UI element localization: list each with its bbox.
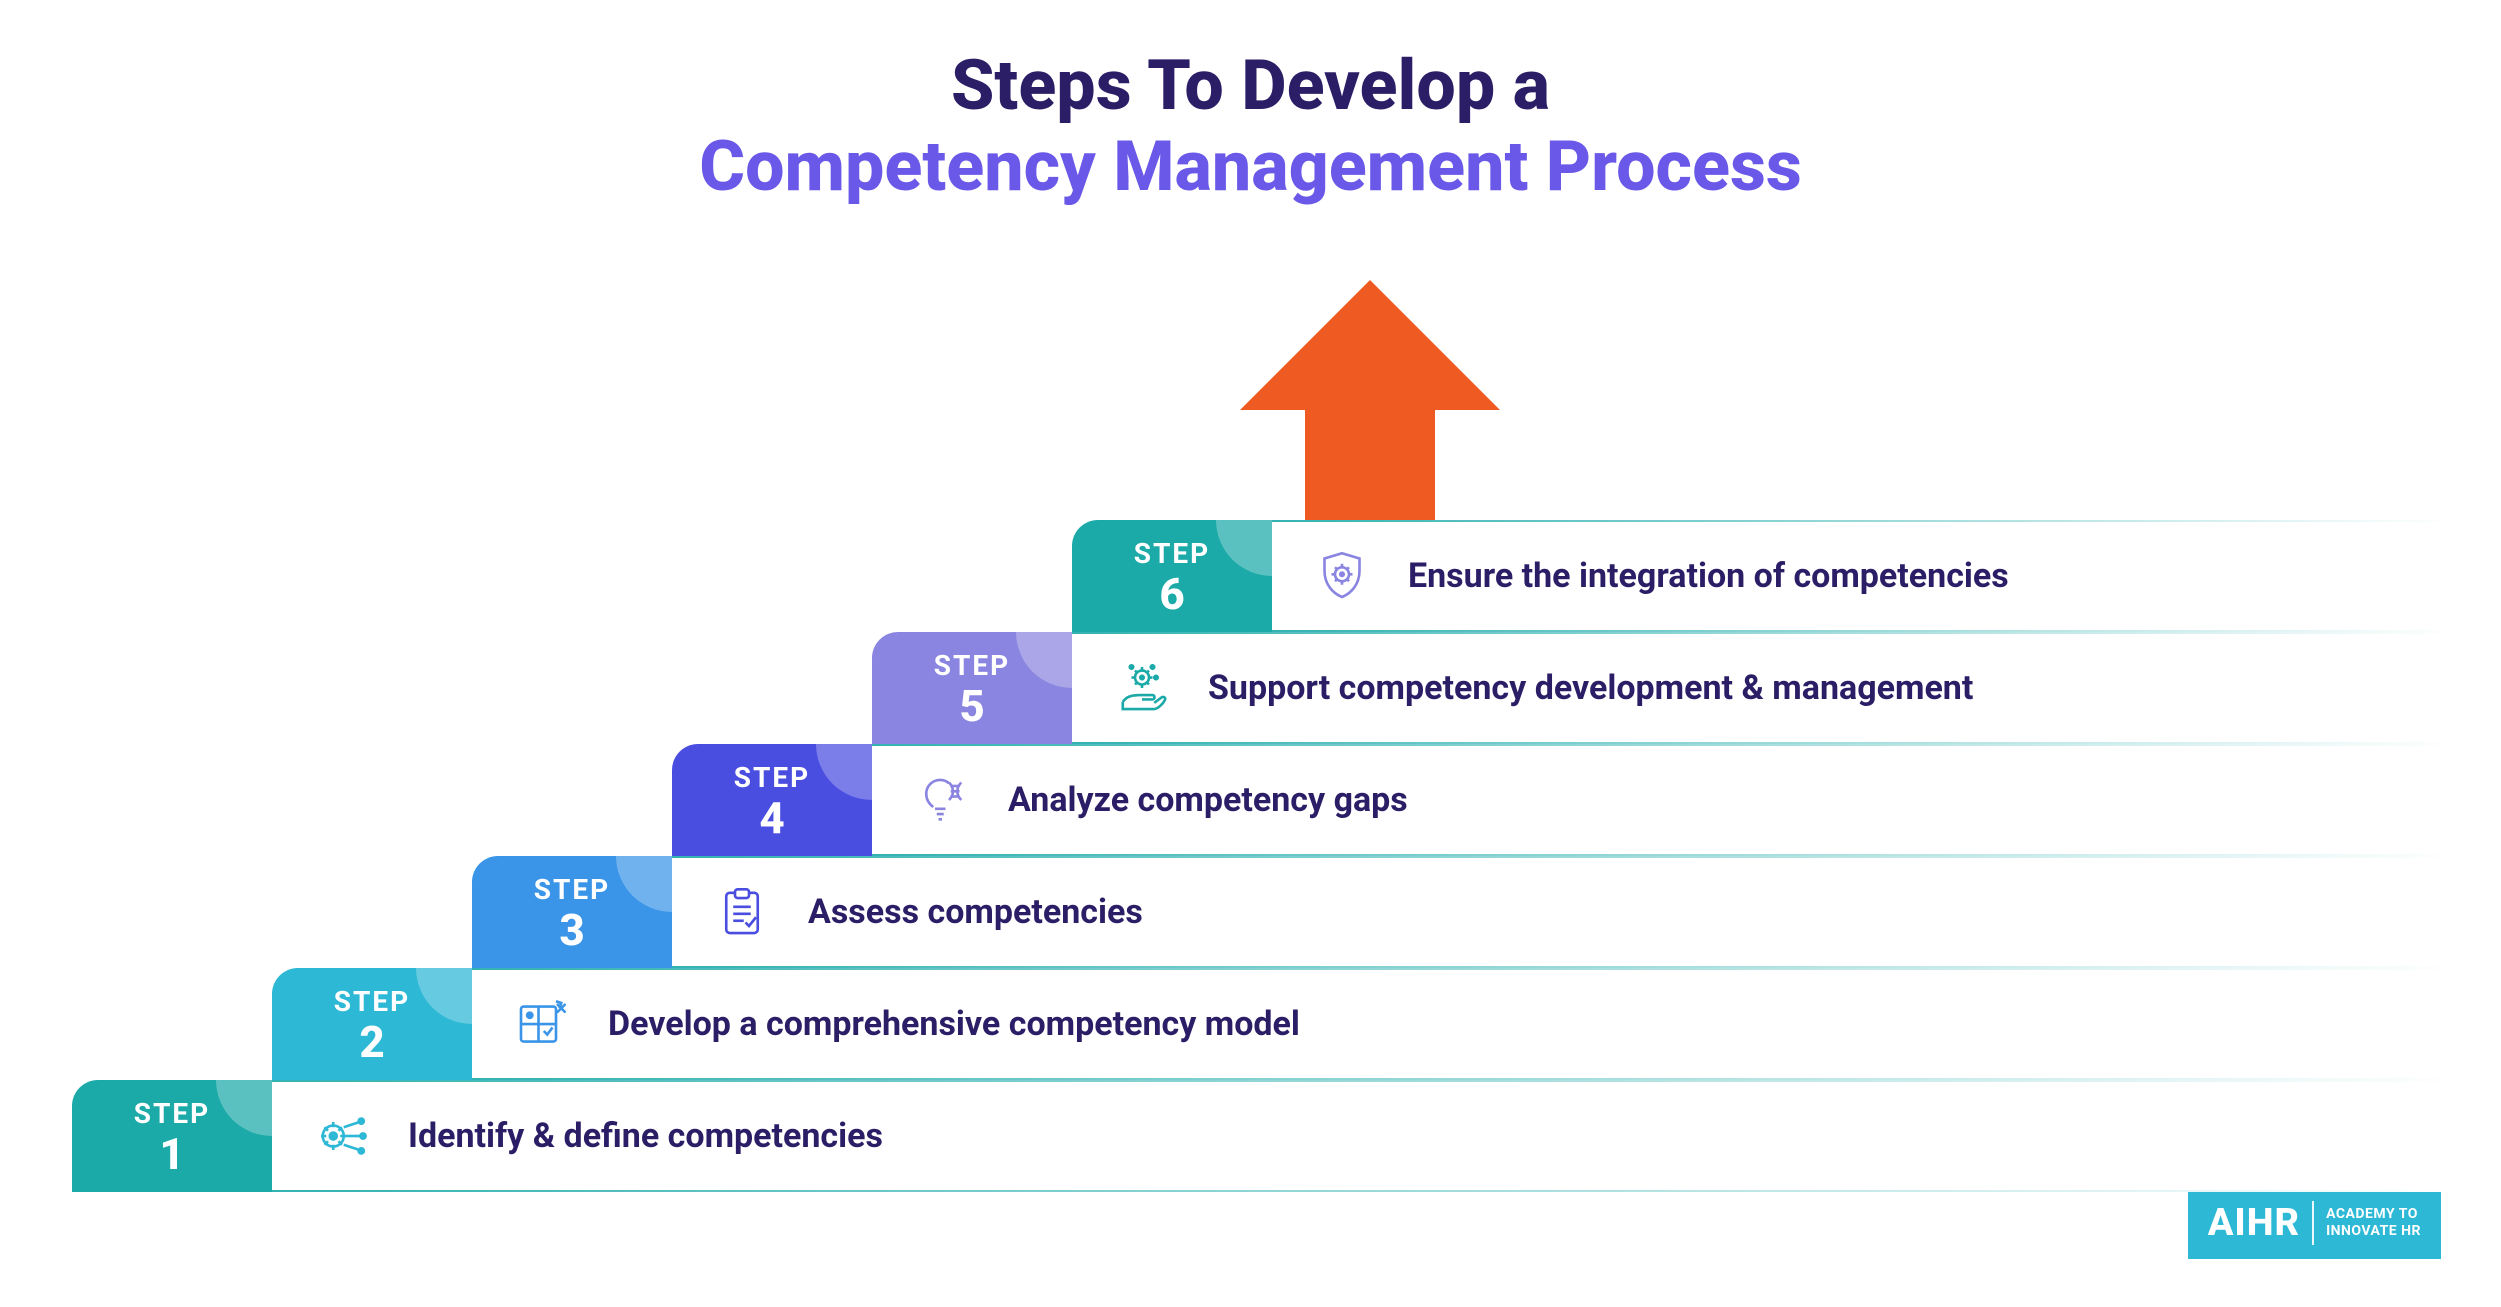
step-badge-5: STEP 5	[872, 632, 1072, 744]
step-body-2: Develop a comprehensive competency model	[472, 968, 2452, 1080]
step-row-3: STEP 3 Assess competencies	[472, 856, 2452, 968]
step-label: Analyze competency gaps	[1008, 780, 1408, 820]
step-row-5: STEP 5 Support competency development & …	[872, 632, 2452, 744]
title-line2: Competency Management Process	[0, 127, 2501, 208]
step-body-5: Support competency development & managem…	[1072, 632, 2452, 744]
step-label: Assess competencies	[808, 892, 1143, 932]
logo-sub-text: ACADEMY TO INNOVATE HR	[2326, 1206, 2421, 1240]
step-word: STEP	[134, 1097, 210, 1130]
clipboard-check-icon	[712, 882, 772, 942]
step-number: 1	[159, 1132, 184, 1176]
up-arrow-icon	[1240, 280, 1500, 534]
staircase: STEP 6 Ensure the integration of compete…	[72, 520, 2452, 1192]
step-number: 3	[559, 908, 584, 952]
step-badge-3: STEP 3	[472, 856, 672, 968]
step-body-4: Analyze competency gaps	[872, 744, 2452, 856]
badge-curl-icon	[816, 744, 872, 800]
aihr-logo: AIHR ACADEMY TO INNOVATE HR	[2188, 1187, 2441, 1259]
step-row-6: STEP 6 Ensure the integration of compete…	[1072, 520, 2452, 632]
step-label: Develop a comprehensive competency model	[608, 1004, 1300, 1044]
step-number: 2	[359, 1020, 384, 1064]
step-badge-6: STEP 6	[1072, 520, 1272, 632]
step-badge-1: STEP 1	[72, 1080, 272, 1192]
step-word: STEP	[734, 761, 810, 794]
step-label: Identify & define competencies	[408, 1116, 883, 1156]
step-body-6: Ensure the integration of competencies	[1272, 520, 2452, 632]
badge-curl-icon	[616, 856, 672, 912]
title: Steps To Develop a Competency Management…	[0, 0, 2501, 207]
badge-curl-icon	[1216, 520, 1272, 576]
hand-gear-icon	[1112, 658, 1172, 718]
step-number: 5	[959, 684, 984, 728]
step-label: Support competency development & managem…	[1208, 668, 1973, 708]
title-line1: Steps To Develop a	[0, 46, 2501, 127]
step-label: Ensure the integration of competencies	[1408, 556, 2009, 596]
step-word: STEP	[1134, 537, 1210, 570]
model-grid-icon	[512, 994, 572, 1054]
badge-curl-icon	[416, 968, 472, 1024]
step-row-1: STEP 1 Identify & define competencies	[72, 1080, 2452, 1192]
step-badge-4: STEP 4	[672, 744, 872, 856]
step-word: STEP	[334, 985, 410, 1018]
step-row-4: STEP 4 Analyze competency gaps	[672, 744, 2452, 856]
logo-divider	[2312, 1201, 2314, 1245]
step-row-2: STEP 2 Develop a comprehensive competenc…	[272, 968, 2452, 1080]
badge-curl-icon	[1016, 632, 1072, 688]
step-word: STEP	[534, 873, 610, 906]
gear-network-icon	[312, 1106, 372, 1166]
step-badge-2: STEP 2	[272, 968, 472, 1080]
step-body-1: Identify & define competencies	[272, 1080, 2452, 1192]
lightbulb-dna-icon	[912, 770, 972, 830]
step-body-3: Assess competencies	[672, 856, 2452, 968]
step-word: STEP	[934, 649, 1010, 682]
step-number: 4	[759, 796, 784, 840]
badge-curl-icon	[216, 1080, 272, 1136]
logo-main-text: AIHR	[2208, 1201, 2300, 1245]
step-number: 6	[1159, 572, 1184, 616]
shield-gear-icon	[1312, 546, 1372, 606]
